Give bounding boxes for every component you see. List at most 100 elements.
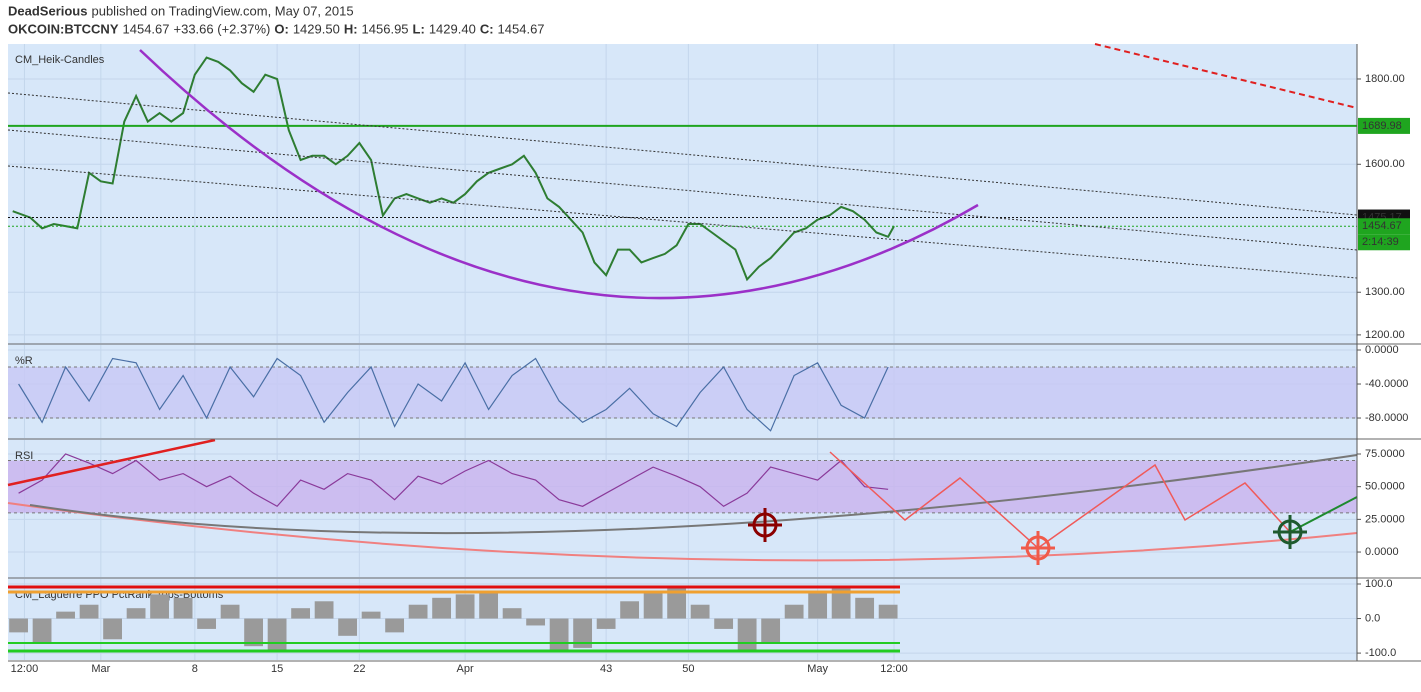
bar bbox=[432, 597, 452, 619]
bar bbox=[549, 618, 569, 650]
change: +33.66 (+2.37%) bbox=[174, 21, 271, 36]
bar bbox=[761, 618, 781, 643]
bar bbox=[338, 618, 358, 636]
bar bbox=[267, 618, 287, 650]
author: DeadSerious bbox=[8, 3, 87, 18]
y-tick-label: -80.0000 bbox=[1365, 412, 1408, 424]
panel-label: CM_Heik-Candles bbox=[15, 54, 105, 66]
x-tick-label: 12:00 bbox=[11, 663, 39, 675]
x-tick-label: 43 bbox=[600, 663, 612, 675]
panel-label: RSI bbox=[15, 450, 33, 462]
bar bbox=[9, 618, 28, 633]
y-tick-label: 1300.00 bbox=[1365, 286, 1405, 298]
x-tick-label: 50 bbox=[682, 663, 694, 675]
series-line bbox=[12, 56, 895, 282]
arc bbox=[139, 49, 979, 300]
bar bbox=[667, 587, 687, 619]
ohlc-value: 1429.40 bbox=[429, 21, 476, 36]
y-tick-label: 100.0 bbox=[1365, 578, 1393, 590]
bar bbox=[314, 601, 334, 619]
target-marker bbox=[1273, 515, 1307, 549]
x-tick-label: May bbox=[807, 663, 828, 675]
ohlc-value: 1456.95 bbox=[362, 21, 409, 36]
ohlc-value: 1454.67 bbox=[498, 21, 545, 36]
y-tick-label: 0.0000 bbox=[1365, 344, 1399, 356]
last-price: 1454.67 bbox=[123, 21, 170, 36]
ohlc-label: L: bbox=[413, 21, 425, 36]
drawings bbox=[7, 43, 1358, 653]
channel-line bbox=[7, 92, 1358, 216]
bar bbox=[197, 618, 216, 629]
bar bbox=[737, 618, 757, 650]
bar bbox=[408, 604, 428, 619]
channel-line bbox=[7, 129, 1358, 251]
bar bbox=[502, 608, 522, 619]
countdown-badge bbox=[1358, 234, 1410, 251]
bar bbox=[291, 608, 310, 619]
target-marker bbox=[748, 508, 782, 542]
symbol: OKCOIN:BTCCNY bbox=[8, 21, 119, 36]
bar bbox=[220, 604, 240, 619]
bar bbox=[878, 604, 898, 619]
bar bbox=[808, 590, 828, 619]
panel-label: %R bbox=[15, 355, 33, 367]
x-tick-label: Apr bbox=[457, 663, 474, 675]
header: DeadSerious published on TradingView.com,… bbox=[8, 3, 545, 36]
price-badge bbox=[1358, 117, 1410, 134]
bar bbox=[620, 601, 640, 619]
bar bbox=[479, 590, 499, 619]
bar bbox=[126, 608, 146, 619]
x-tick-label: 22 bbox=[353, 663, 365, 675]
y-tick-label: 75.0000 bbox=[1365, 448, 1405, 460]
plot-background bbox=[8, 44, 1357, 660]
x-tick-label: Mar bbox=[91, 663, 110, 675]
channel-line bbox=[7, 165, 1358, 279]
bar bbox=[103, 618, 122, 640]
bar bbox=[32, 618, 52, 643]
countdown: 2:14:39 bbox=[1362, 236, 1399, 248]
bar bbox=[855, 597, 875, 619]
y-tick-label: 50.0000 bbox=[1365, 481, 1405, 493]
bar bbox=[150, 594, 169, 619]
x-tick-label: 12:00 bbox=[880, 663, 908, 675]
bar bbox=[244, 618, 263, 647]
y-tick-label: 0.0 bbox=[1365, 612, 1380, 624]
ohlc-value: 1429.50 bbox=[293, 21, 340, 36]
projection-arrows bbox=[829, 451, 1291, 549]
curve bbox=[7, 502, 1358, 562]
level-band bbox=[8, 460, 1357, 513]
bar bbox=[385, 618, 405, 633]
target-marker bbox=[1021, 531, 1055, 565]
bar bbox=[596, 618, 616, 629]
bar bbox=[714, 618, 734, 629]
bar bbox=[361, 611, 381, 619]
ohlc-label: H: bbox=[344, 21, 358, 36]
trend-line bbox=[1094, 43, 1358, 109]
bar bbox=[690, 604, 710, 619]
axes: 1200.001300.001600.001800.001689.981475.… bbox=[8, 44, 1421, 675]
ohlc-label: C: bbox=[480, 21, 494, 36]
y-tick-label: 1600.00 bbox=[1365, 158, 1405, 170]
y-tick-label: -40.0000 bbox=[1365, 378, 1408, 390]
bar bbox=[173, 597, 193, 619]
x-tick-label: 8 bbox=[192, 663, 198, 675]
bar bbox=[79, 604, 99, 619]
bar bbox=[831, 587, 851, 619]
series-line bbox=[18, 357, 889, 432]
bar bbox=[643, 590, 663, 619]
y-tick-label: 25.0000 bbox=[1365, 513, 1405, 525]
bar bbox=[784, 604, 804, 619]
bar bbox=[56, 611, 75, 619]
trend-line bbox=[7, 438, 216, 487]
y-tick-label: 1800.00 bbox=[1365, 73, 1405, 85]
y-tick-label: 0.0000 bbox=[1365, 546, 1399, 558]
price-badge-label: 1689.98 bbox=[1362, 120, 1402, 132]
bar bbox=[455, 594, 475, 619]
series-line bbox=[18, 453, 889, 508]
x-tick-label: 15 bbox=[271, 663, 283, 675]
trend-line bbox=[1289, 496, 1358, 533]
y-tick-label: -100.0 bbox=[1365, 647, 1396, 659]
y-tick-label: 1200.00 bbox=[1365, 329, 1405, 341]
